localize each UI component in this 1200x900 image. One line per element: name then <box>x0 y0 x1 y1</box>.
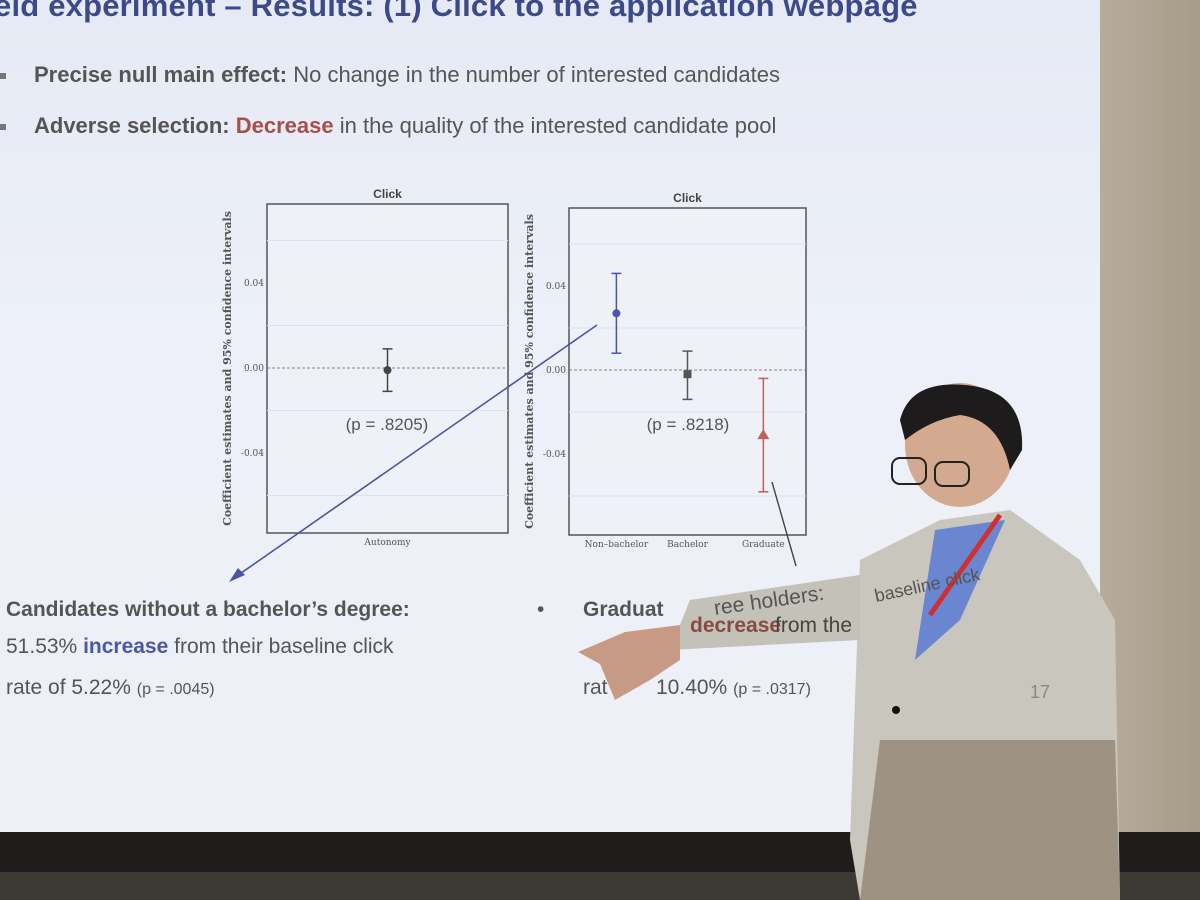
bullet-text: No change in the number of interested ca… <box>287 62 780 87</box>
x-tick-label: Autonomy <box>363 538 411 548</box>
x-tick-label: Graduate <box>742 540 785 550</box>
text: rate of 5.22% <box>6 676 137 699</box>
p-value: (p = .0045) <box>136 681 215 698</box>
left-note-heading: Candidates without a bachelor’s degree: <box>6 598 410 621</box>
text: from their baseline click <box>168 635 394 658</box>
x-tick-label: Bachelor <box>667 540 708 550</box>
y-tick-label: 0.04 <box>244 279 264 289</box>
value: 10.40% <box>656 676 734 699</box>
slide-page-number: 17 <box>1030 682 1050 702</box>
decrease-highlight: Decrease <box>235 113 334 138</box>
y-tick-label: 0.04 <box>546 282 566 292</box>
bullet-adverse-selection: Adverse selection: Decrease in the quali… <box>0 113 776 139</box>
bullet-bold: Precise null main effect: <box>34 62 288 87</box>
lanyard <box>927 513 1003 617</box>
bullet-text: in the quality of the interested candida… <box>333 113 777 138</box>
y-tick-label: 0.00 <box>244 364 264 374</box>
p-value: (p = .0317) <box>733 681 811 698</box>
bullet-square-icon <box>0 73 6 80</box>
projected-text: from the <box>775 614 852 637</box>
point-estimate <box>757 429 770 440</box>
shirt <box>915 520 1005 660</box>
hand <box>578 625 680 700</box>
jacket-button <box>892 706 900 714</box>
right-note-line3-value: 10.40% (p = .0317) <box>656 676 811 700</box>
bullet-null-effect: Precise null main effect: No change in t… <box>0 62 780 88</box>
p-value-annotation: (p = .8218) <box>647 415 730 434</box>
glasses-icon <box>891 457 927 485</box>
left-note-line2: 51.53% increase from their baseline clic… <box>6 635 394 659</box>
chart-title: Click <box>373 187 402 201</box>
value: 51.53% <box>6 635 84 658</box>
p-value-annotation: (p = .8205) <box>346 415 429 434</box>
bullet-bold: Adverse selection: <box>34 113 230 138</box>
hair <box>900 384 1023 470</box>
right-note-bullet: • <box>537 598 545 621</box>
arrowhead-icon <box>229 568 245 582</box>
x-tick-label: Non–bachelor <box>585 540 649 550</box>
y-tick-label: -0.04 <box>241 449 264 459</box>
projected-decrease: decrease <box>690 614 781 637</box>
chart-title: Click <box>673 191 702 205</box>
point-estimate <box>612 309 621 318</box>
pointer-line <box>771 481 797 567</box>
y-tick-label: 0.00 <box>546 366 566 376</box>
point-estimate <box>683 370 692 379</box>
left-note-line3: rate of 5.22% (p = .0045) <box>6 676 215 700</box>
jacket-lower-shadow <box>860 740 1120 900</box>
bullet-square-icon <box>0 124 6 131</box>
right-note-heading: Graduat <box>583 598 664 621</box>
pointer-arrow-line <box>233 324 598 579</box>
y-axis-label: Coefficient estimates and 95% confidence… <box>221 211 234 526</box>
slide-title: eld experiment – Results: (1) Click to t… <box>0 0 918 23</box>
arm-sleeve <box>670 575 860 650</box>
y-tick-label: -0.04 <box>543 450 566 460</box>
point-estimate <box>383 366 392 375</box>
right-note-line3: rat <box>583 676 608 699</box>
increase-highlight: increase <box>83 635 169 658</box>
glasses-icon <box>934 461 970 487</box>
